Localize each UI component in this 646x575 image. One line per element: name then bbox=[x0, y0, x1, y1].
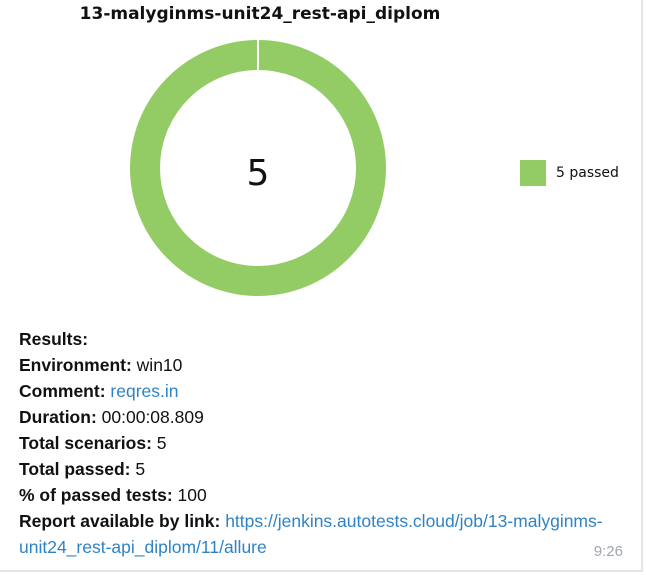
results-label: Results: bbox=[19, 329, 89, 349]
message-text: Results: Environment: win10 Comment: req… bbox=[19, 326, 629, 560]
report-label: Report available by link: bbox=[19, 511, 221, 531]
total-passed-line: Total passed: 5 bbox=[19, 456, 629, 482]
percent-passed-line: % of passed tests: 100 bbox=[19, 482, 629, 508]
percent-passed-value: 100 bbox=[177, 485, 207, 505]
report-line: Report available by link: https://jenkin… bbox=[19, 508, 629, 560]
chart-title: 13-malyginms-unit24_rest-api_diplom bbox=[79, 4, 441, 24]
duration-value: 00:00:08.809 bbox=[101, 407, 204, 427]
results-line: Results: bbox=[19, 326, 629, 352]
total-passed-value: 5 bbox=[135, 459, 146, 479]
chart-image[interactable]: 13-malyginms-unit24_rest-api_diplom 5 5 … bbox=[0, 0, 643, 310]
total-scenarios-line: Total scenarios: 5 bbox=[19, 430, 629, 456]
donut-chart: 5 bbox=[130, 39, 386, 296]
report-link[interactable]: https://jenkins.autotests.cloud/job/13-m… bbox=[19, 511, 603, 557]
legend-swatch-passed bbox=[520, 160, 546, 186]
comment-link[interactable]: reqres.in bbox=[110, 381, 179, 401]
chart-center-label: 5 bbox=[247, 153, 270, 194]
legend-label-passed: 5 passed bbox=[556, 165, 619, 181]
environment-value: win10 bbox=[136, 355, 183, 375]
comment-line: Comment: reqres.in bbox=[19, 378, 629, 404]
duration-label: Duration: bbox=[19, 407, 97, 427]
total-scenarios-label: Total scenarios: bbox=[19, 433, 152, 453]
total-passed-label: Total passed: bbox=[19, 459, 131, 479]
environment-label: Environment: bbox=[19, 355, 132, 375]
comment-label: Comment: bbox=[19, 381, 106, 401]
total-scenarios-value: 5 bbox=[156, 433, 167, 453]
message-time: 9:26 bbox=[593, 543, 623, 560]
duration-line: Duration: 00:00:08.809 bbox=[19, 404, 629, 430]
chart-legend: 5 passed bbox=[520, 160, 619, 186]
environment-line: Environment: win10 bbox=[19, 352, 629, 378]
percent-passed-label: % of passed tests: bbox=[19, 485, 173, 505]
